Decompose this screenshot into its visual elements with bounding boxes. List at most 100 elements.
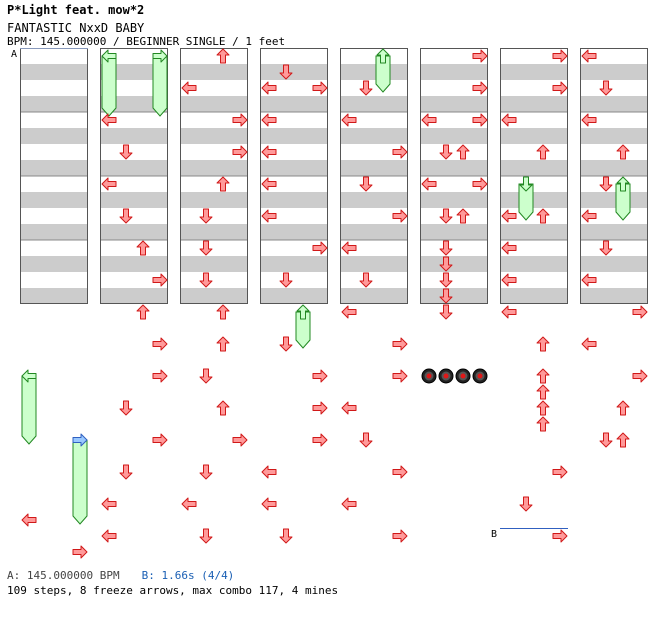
up-arrow — [456, 144, 470, 160]
left-arrow — [581, 273, 597, 287]
down-arrow — [199, 272, 213, 288]
down-arrow — [119, 144, 133, 160]
up-arrow — [536, 208, 550, 224]
beat-stripe — [260, 256, 328, 272]
beat-stripe — [180, 192, 248, 208]
right-arrow — [472, 81, 488, 95]
freeze-head-up-arrow — [616, 176, 630, 192]
freeze-arrow-up — [615, 183, 631, 221]
beat-stripe — [20, 256, 88, 272]
beat-stripe — [260, 160, 328, 176]
column-border — [180, 48, 248, 304]
mine-core — [477, 373, 483, 379]
freeze-head-left-arrow — [21, 369, 37, 383]
freeze-head-right-arrow — [152, 49, 168, 63]
beat-stripe — [180, 160, 248, 176]
beat-stripe — [340, 64, 408, 80]
beat-stripe — [100, 160, 168, 176]
beat-stripe — [260, 192, 328, 208]
up-arrow — [216, 400, 230, 416]
up-arrow — [536, 384, 550, 400]
right-arrow — [392, 465, 408, 479]
up-arrow — [536, 368, 550, 384]
left-arrow — [101, 497, 117, 511]
beat-stripe — [420, 192, 488, 208]
column-border — [340, 48, 408, 304]
right-arrow — [392, 209, 408, 223]
down-arrow — [439, 256, 453, 272]
beat-stripe — [420, 256, 488, 272]
down-arrow — [359, 176, 373, 192]
down-arrow — [599, 80, 613, 96]
right-arrow — [312, 401, 328, 415]
mine-core — [426, 373, 432, 379]
down-arrow — [119, 400, 133, 416]
beat-stripe — [340, 288, 408, 304]
beat-stripe — [500, 160, 568, 176]
right-arrow — [232, 113, 248, 127]
freeze-arrow-right — [152, 55, 168, 117]
mine-core — [443, 373, 449, 379]
right-arrow — [392, 529, 408, 543]
left-arrow — [501, 241, 517, 255]
down-arrow — [599, 176, 613, 192]
down-arrow — [599, 432, 613, 448]
beat-stripe — [180, 224, 248, 240]
left-arrow — [581, 209, 597, 223]
down-arrow — [199, 368, 213, 384]
down-arrow — [279, 272, 293, 288]
column-border — [580, 48, 648, 304]
right-arrow — [312, 81, 328, 95]
stop-legend: B: 1.66s (4/4) — [141, 569, 235, 582]
right-arrow — [152, 369, 168, 383]
beat-stripe — [420, 128, 488, 144]
left-arrow — [581, 113, 597, 127]
chart-info: BPM: 145.000000 / BEGINNER SINGLE / 1 fe… — [7, 35, 286, 48]
beat-stripe — [580, 64, 648, 80]
up-arrow — [216, 176, 230, 192]
beat-stripe — [340, 224, 408, 240]
beat-stripe — [260, 96, 328, 112]
beat-stripe — [20, 192, 88, 208]
freeze-arrow-left — [21, 375, 37, 445]
beat-stripe — [580, 192, 648, 208]
freeze-head-up-arrow — [296, 304, 310, 320]
beat-stripe — [340, 256, 408, 272]
beat-stripe — [340, 192, 408, 208]
mine-core — [460, 373, 466, 379]
freeze-head-right-arrow — [72, 433, 88, 447]
down-arrow — [199, 464, 213, 480]
left-arrow — [341, 497, 357, 511]
up-arrow — [216, 304, 230, 320]
beat-stripe — [180, 96, 248, 112]
right-arrow — [152, 337, 168, 351]
left-arrow — [341, 113, 357, 127]
right-arrow — [552, 465, 568, 479]
beat-stripe — [180, 64, 248, 80]
right-arrow — [232, 433, 248, 447]
right-arrow — [392, 369, 408, 383]
down-arrow — [279, 64, 293, 80]
right-arrow — [632, 305, 648, 319]
left-arrow — [21, 513, 37, 527]
right-arrow — [312, 241, 328, 255]
beat-stripe — [500, 256, 568, 272]
down-arrow — [359, 432, 373, 448]
up-arrow — [136, 240, 150, 256]
beat-stripe — [20, 160, 88, 176]
down-arrow — [279, 528, 293, 544]
freeze-head-left-arrow — [101, 49, 117, 63]
beat-stripe — [180, 256, 248, 272]
right-arrow — [632, 369, 648, 383]
beat-stripe — [580, 224, 648, 240]
beat-stripe — [260, 288, 328, 304]
down-arrow — [199, 240, 213, 256]
up-arrow — [536, 336, 550, 352]
bpm-legend: A: 145.000000 BPM — [7, 569, 120, 582]
right-arrow — [552, 49, 568, 63]
left-arrow — [261, 209, 277, 223]
left-arrow — [101, 113, 117, 127]
left-arrow — [501, 209, 517, 223]
freeze-head-up-arrow — [376, 48, 390, 64]
left-arrow — [341, 241, 357, 255]
